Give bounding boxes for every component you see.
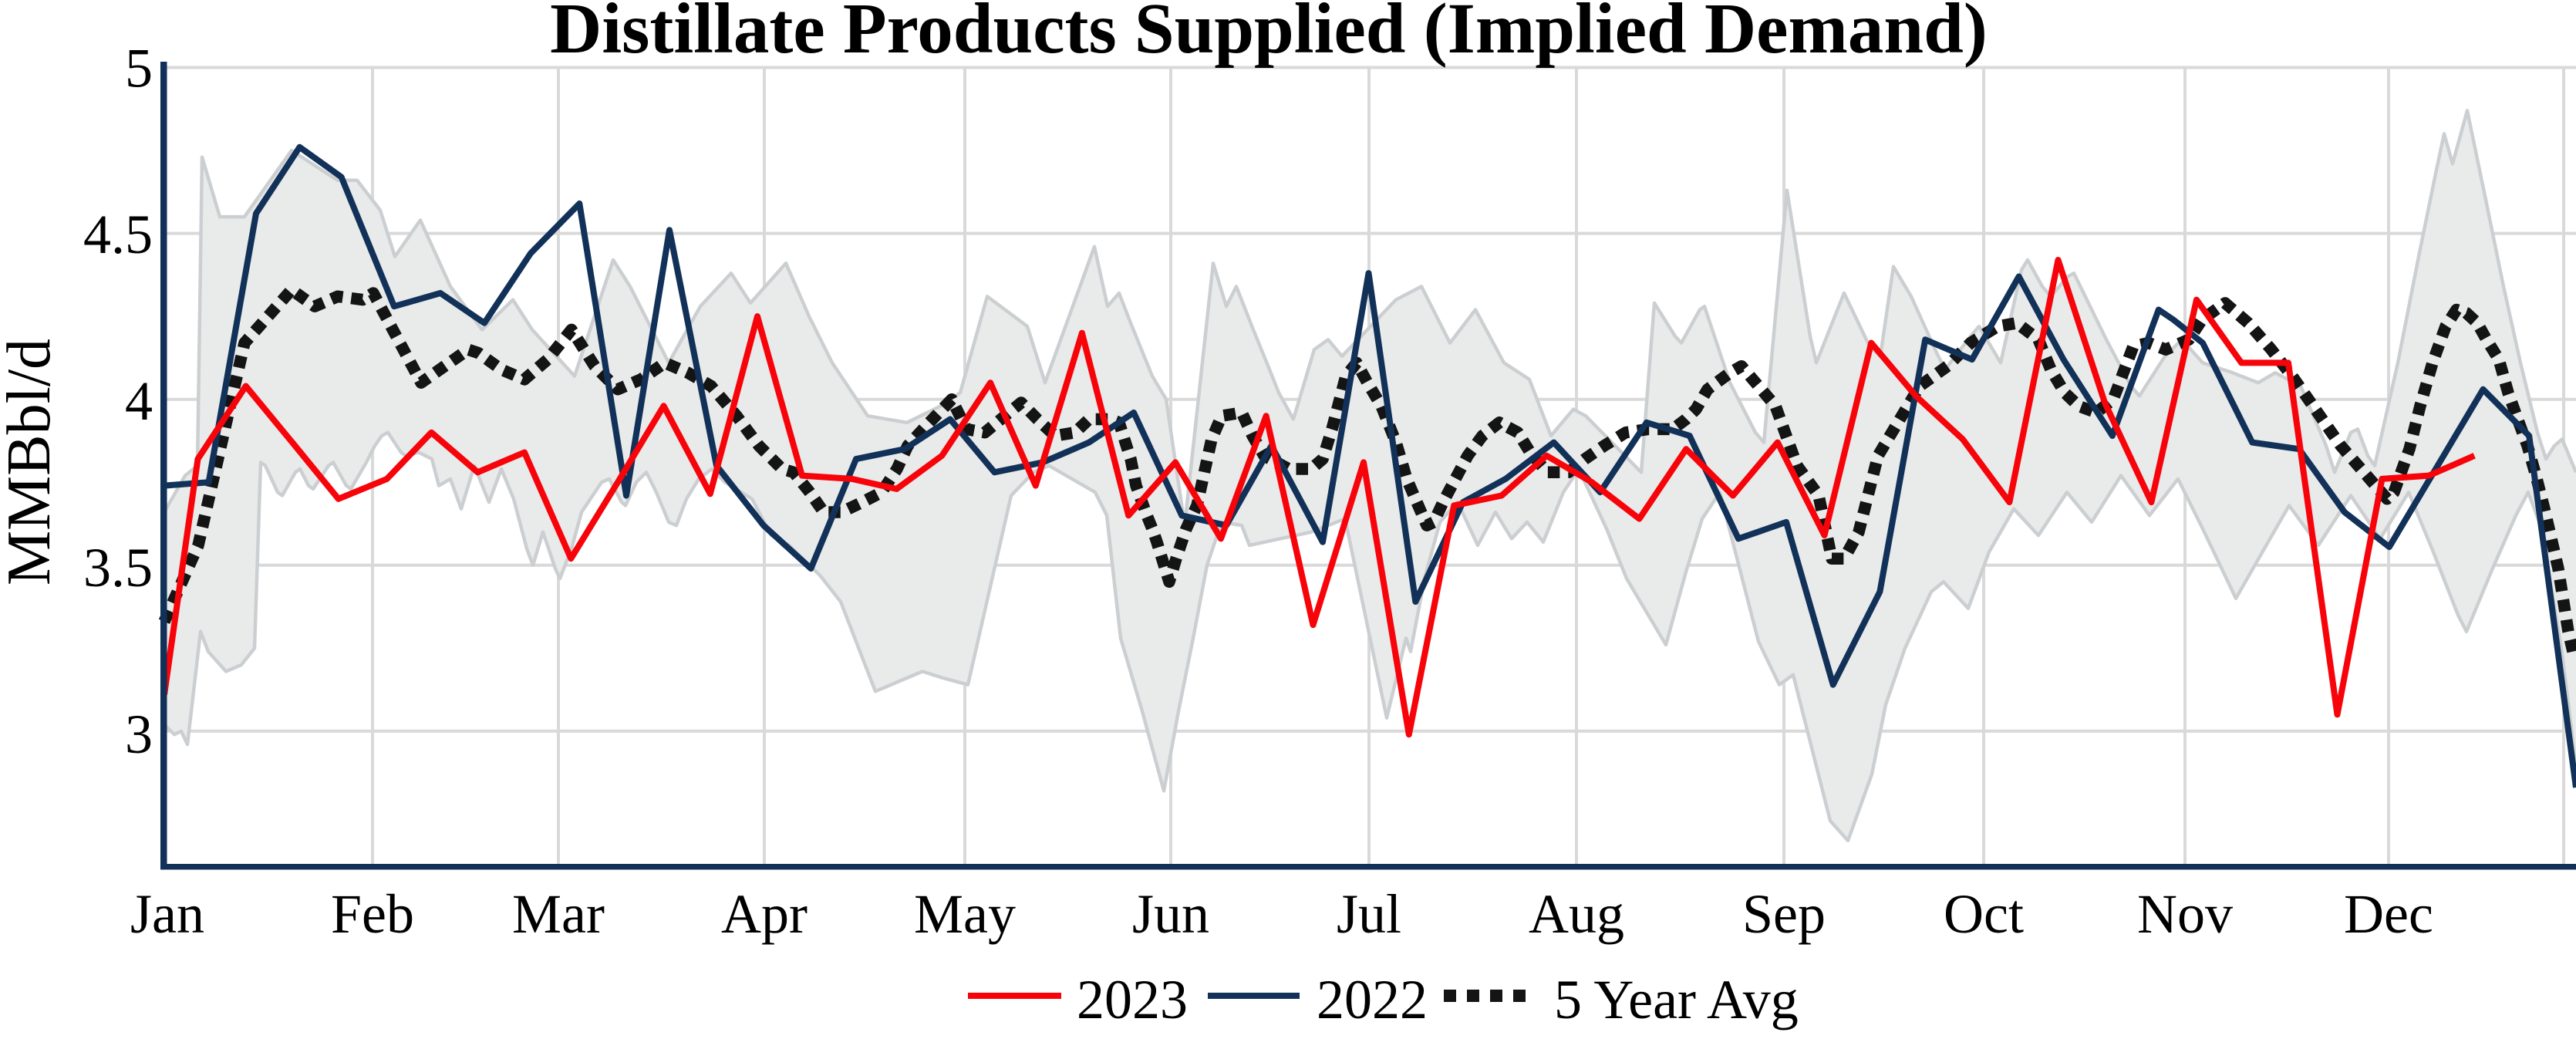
svg-text:Jan: Jan <box>130 883 204 945</box>
svg-text:Mar: Mar <box>512 883 605 945</box>
svg-text:May: May <box>914 883 1016 945</box>
svg-text:Sep: Sep <box>1742 883 1826 945</box>
svg-text:Jul: Jul <box>1337 883 1401 945</box>
svg-text:5 Year Avg: 5 Year Avg <box>1554 969 1799 1030</box>
svg-text:2023: 2023 <box>1077 969 1188 1030</box>
svg-text:Dec: Dec <box>2344 883 2433 945</box>
svg-text:Jun: Jun <box>1132 883 1209 945</box>
svg-text:Nov: Nov <box>2137 883 2233 945</box>
svg-text:Aug: Aug <box>1529 883 1624 945</box>
svg-text:2022: 2022 <box>1317 969 1428 1030</box>
svg-text:Distillate Products Supplied (: Distillate Products Supplied (Implied De… <box>550 0 1988 69</box>
svg-text:Oct: Oct <box>1944 883 2024 945</box>
svg-text:3.5: 3.5 <box>83 537 153 599</box>
svg-text:3: 3 <box>125 703 153 765</box>
svg-text:5: 5 <box>125 38 153 100</box>
svg-text:Apr: Apr <box>721 883 808 945</box>
svg-text:4: 4 <box>125 370 153 432</box>
svg-text:4.5: 4.5 <box>83 204 153 265</box>
svg-text:MMBbl/d: MMBbl/d <box>0 339 63 585</box>
svg-text:Feb: Feb <box>331 883 414 945</box>
